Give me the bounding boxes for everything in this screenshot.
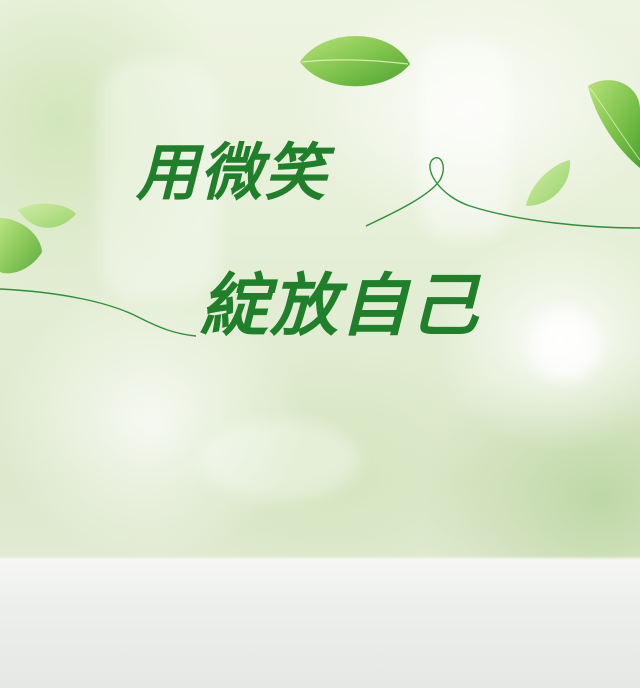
- headline-line-2: 綻放自己: [200, 266, 481, 346]
- background-bokeh: [100, 60, 220, 300]
- background-bokeh: [200, 420, 360, 500]
- headline-line-1: 用微笑: [136, 136, 329, 209]
- leaf-icon: [18, 203, 76, 228]
- marble-counter: [0, 560, 640, 688]
- marble-texture: [0, 560, 640, 688]
- leaf-icon: [588, 80, 640, 168]
- leaf-icon: [0, 218, 42, 274]
- background-bokeh: [420, 40, 510, 240]
- swoosh-line-left: [0, 288, 197, 337]
- leaf-icon: [300, 36, 410, 87]
- swoosh-line-right: [365, 157, 640, 229]
- background-bokeh: [530, 310, 600, 380]
- leaf-icon: [526, 160, 571, 206]
